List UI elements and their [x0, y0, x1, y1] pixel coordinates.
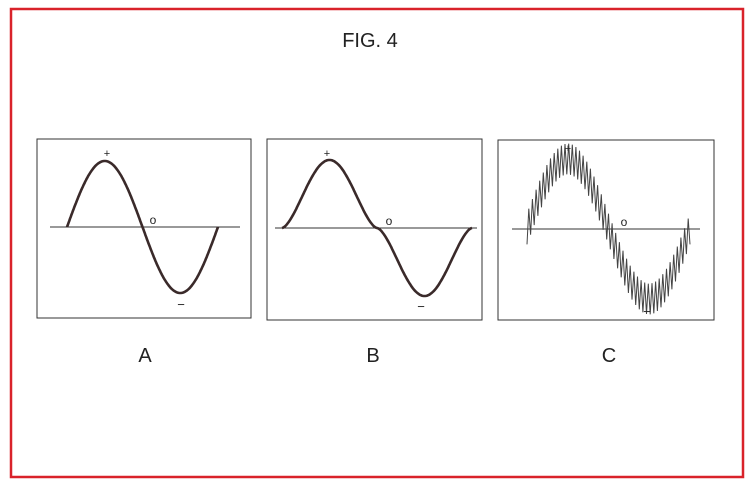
- panel-c-box: [497, 139, 715, 321]
- panel-a-zero: o: [150, 213, 157, 227]
- panel-c-waveform: [526, 143, 691, 315]
- panel-b: + o − B: [266, 138, 483, 367]
- figure-title: FIG. 4: [342, 30, 398, 52]
- panel-c-label: C: [602, 345, 616, 367]
- panel-a: + o − A: [36, 138, 252, 367]
- red-frame: [9, 7, 745, 479]
- panel-c-minus: −: [643, 304, 651, 319]
- panel-b-box: [266, 138, 483, 321]
- panel-a-plus: +: [104, 148, 110, 160]
- panel-a-waveform: [65, 159, 220, 295]
- panel-a-minus: −: [177, 297, 185, 312]
- panel-b-label: B: [366, 345, 379, 367]
- panel-a-label: A: [138, 345, 152, 367]
- panel-b-minus: −: [417, 299, 425, 314]
- panel-c-zero: o: [621, 215, 628, 229]
- panel-c-plus: +: [565, 143, 571, 155]
- panel-b-plus: +: [324, 148, 330, 160]
- panel-b-zero: o: [386, 214, 393, 228]
- panel-a-box: [36, 138, 252, 319]
- panel-b-waveform: [281, 158, 473, 298]
- panel-c: + o − C: [497, 139, 715, 367]
